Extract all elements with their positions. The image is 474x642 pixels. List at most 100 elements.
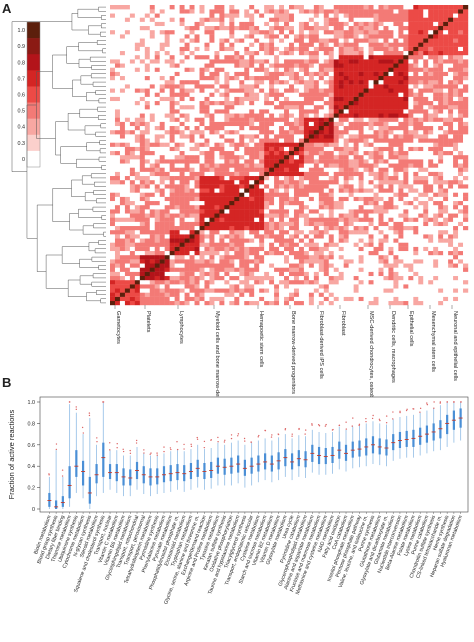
heatmap-cell [358,100,364,106]
heatmap-cell [428,196,434,202]
heatmap-cell [114,121,121,127]
heatmap-cell [199,142,205,147]
heatmap-cell [293,267,300,272]
heatmap-cell [353,246,359,252]
heatmap-cell [453,192,459,197]
heatmap-cell [408,263,414,268]
heatmap-cell [119,234,126,239]
heatmap-cell [398,88,404,93]
heatmap-cell [274,280,280,285]
heatmap-cell [343,146,349,152]
heatmap-cell [438,71,444,77]
heatmap-cell [313,188,320,193]
heatmap-cell [388,25,394,31]
heatmap-cell [293,263,300,268]
heatmap-cell [110,263,116,268]
heatmap-cell [229,300,235,306]
heatmap-cell [403,205,409,210]
heatmap-cell [328,67,334,72]
heatmap-cell [398,25,404,31]
heatmap-cell [378,142,384,147]
heatmap-cell [144,55,150,60]
heatmap-cell [293,242,300,247]
heatmap-cell [119,192,126,197]
heatmap-cell [313,246,320,252]
heatmap-cell [269,88,275,93]
heatmap-cell [413,192,419,197]
heatmap-cell [333,80,339,85]
heatmap-cell [293,180,300,185]
dendrogram-branch [89,56,106,62]
heatmap-cell [244,171,250,177]
heatmap-cell [259,150,265,156]
heatmap-cell [463,46,469,52]
heatmap-cell [134,230,141,235]
heatmap-cell [194,125,200,131]
heatmap-cell [338,167,344,172]
heatmap-cell [393,300,399,306]
heatmap-cell [229,100,235,106]
heatmap-cell [124,80,131,85]
heatmap-cell [134,25,141,31]
heatmap-cell [124,34,131,39]
heatmap-cell [184,84,190,89]
heatmap-cell [408,88,414,93]
heatmap-cell [318,259,324,264]
heatmap-cell [423,125,429,131]
heatmap-cell [269,142,275,147]
heatmap-cell [408,271,414,277]
heatmap-cell [323,221,329,227]
heatmap-cell [224,113,230,118]
heatmap-cell [418,221,424,227]
heatmap-cell [154,142,160,147]
heatmap-cell [119,88,126,93]
heatmap-cell [458,138,464,143]
heatmap-cell [194,155,200,160]
heatmap-cell [179,171,185,177]
heatmap-cell [448,234,454,239]
heatmap-cell [184,21,190,27]
heatmap-cell [378,171,384,177]
heatmap-cell [154,42,160,47]
heatmap-cell [219,205,225,210]
heatmap-cell [184,238,190,243]
heatmap-cell [129,209,136,214]
heatmap-cell [144,125,150,131]
heatmap-cell [398,155,404,160]
dendrogram-branch [101,15,106,20]
heatmap-cell [313,63,320,68]
heatmap-cell [363,146,369,152]
heatmap-cell [393,105,399,110]
heatmap-cell [343,42,349,47]
heatmap-cell [398,80,404,85]
heatmap-cell [313,96,320,102]
heatmap-cell [229,146,235,152]
heatmap-cell [124,192,131,197]
heatmap-cell [363,84,369,89]
heatmap-cell [388,80,394,85]
heatmap-cell [199,50,205,56]
heatmap-cell [259,84,265,89]
heatmap-cell [453,213,459,218]
heatmap-cell [124,263,131,268]
heatmap-cell [423,42,429,47]
heatmap-cell [418,213,424,218]
heatmap-cell [269,250,275,256]
heatmap-cell [433,192,439,197]
heatmap-cell [313,138,320,143]
heatmap-cell [423,71,429,77]
heatmap-cell [398,250,404,256]
heatmap-cell [239,196,245,202]
heatmap-cell [323,200,329,206]
heatmap-cell [164,125,170,131]
heatmap-cell [234,42,240,47]
heatmap-cell [124,96,131,102]
heatmap-cell [179,80,185,85]
heatmap-cell [448,113,454,118]
heatmap-cell [413,109,419,114]
heatmap-cell [174,100,180,106]
heatmap-cell [269,271,275,277]
heatmap-cell [308,109,315,114]
heatmap-cell [234,175,240,181]
heatmap-cell [323,184,329,189]
